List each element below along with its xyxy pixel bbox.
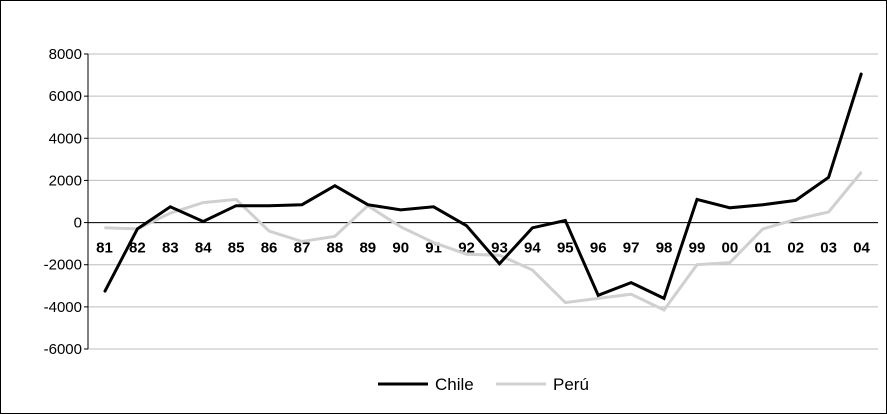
data-point: [466, 253, 468, 255]
data-point: [202, 202, 204, 204]
data-point: [433, 242, 435, 244]
y-tick-label: 2000: [49, 172, 82, 189]
data-point: [202, 221, 204, 223]
data-point: [433, 206, 435, 208]
x-tick-label: 02: [787, 240, 804, 257]
data-point: [696, 264, 698, 266]
x-tick-label: 99: [689, 240, 706, 257]
data-point: [103, 227, 105, 229]
data-point: [531, 269, 533, 271]
data-point: [696, 198, 698, 200]
series-line-per-: [104, 171, 863, 312]
x-tick-label: 90: [392, 240, 409, 257]
data-point: [334, 185, 336, 187]
x-tick-label: 96: [590, 240, 607, 257]
x-tick-label: 93: [491, 240, 508, 257]
data-point: [400, 209, 402, 211]
series-line-chile: [103, 72, 863, 301]
x-tick-label: 03: [820, 240, 837, 257]
data-point: [103, 291, 105, 293]
data-point: [169, 212, 171, 214]
data-point: [235, 205, 237, 207]
legend-label: Perú: [553, 375, 589, 394]
x-tick-label: 84: [195, 240, 212, 257]
data-point: [762, 204, 764, 206]
x-tick-label: 00: [722, 240, 739, 257]
data-point: [367, 204, 369, 206]
y-tick-label: -6000: [44, 341, 82, 358]
data-point: [301, 241, 303, 243]
x-tick-label: 97: [623, 240, 640, 257]
data-point: [334, 235, 336, 237]
x-tick-label: 83: [162, 240, 179, 257]
x-tick-label: 89: [359, 240, 376, 257]
data-point: [762, 228, 764, 230]
data-point: [301, 204, 303, 206]
series-lines: [103, 72, 863, 312]
x-tick-label: 81: [96, 240, 113, 257]
x-tick-label: 82: [129, 240, 146, 257]
data-point: [597, 294, 599, 296]
y-tick-label: -4000: [44, 299, 82, 316]
y-tick-label: 8000: [49, 46, 82, 63]
y-tick-label: -2000: [44, 257, 82, 274]
data-point: [136, 228, 138, 230]
data-point: [663, 309, 665, 311]
data-point: [663, 297, 665, 299]
x-tick-label: 94: [524, 240, 541, 257]
axes: [84, 53, 878, 350]
data-point: [531, 227, 533, 229]
data-point: [564, 219, 566, 221]
data-point: [795, 199, 797, 201]
x-tick-label: 98: [656, 240, 673, 257]
x-tick-label: 88: [327, 240, 344, 257]
x-tick-label: 86: [261, 240, 278, 257]
x-tick-labels: 81 82 83 84 85 86 87 88 89 90 91 92 93 94 95 96 97 98 99 00…: [96, 240, 870, 257]
data-point: [597, 297, 599, 299]
data-point: [630, 293, 632, 295]
data-point: [729, 207, 731, 209]
x-tick-label: 01: [754, 240, 771, 257]
y-tick-label: 0: [74, 215, 82, 232]
data-point: [466, 225, 468, 227]
x-tick-label: 85: [228, 240, 245, 257]
data-point: [268, 205, 270, 207]
y-tick-label: 4000: [49, 130, 82, 147]
x-tick-label: 04: [853, 240, 870, 257]
data-point: [861, 171, 863, 173]
gridlines: [88, 53, 878, 350]
y-tick-labels: -6000 -4000 -2000 0 2000 4000 6000 8000: [44, 46, 82, 358]
data-point: [795, 218, 797, 220]
data-point: [564, 302, 566, 304]
data-point: [498, 254, 500, 256]
data-point: [828, 211, 830, 213]
legend-label: Chile: [435, 375, 474, 394]
data-point: [861, 72, 863, 74]
legend: Chile Perú: [378, 375, 589, 394]
data-point: [169, 206, 171, 208]
data-point: [729, 262, 731, 264]
y-tick-label: 6000: [49, 88, 82, 105]
x-tick-label: 87: [294, 240, 311, 257]
x-tick-label: 95: [557, 240, 574, 257]
data-point: [630, 282, 632, 284]
data-point: [268, 230, 270, 232]
data-point: [235, 198, 237, 200]
data-point: [498, 263, 500, 265]
data-point: [828, 176, 830, 178]
data-point: [400, 226, 402, 228]
